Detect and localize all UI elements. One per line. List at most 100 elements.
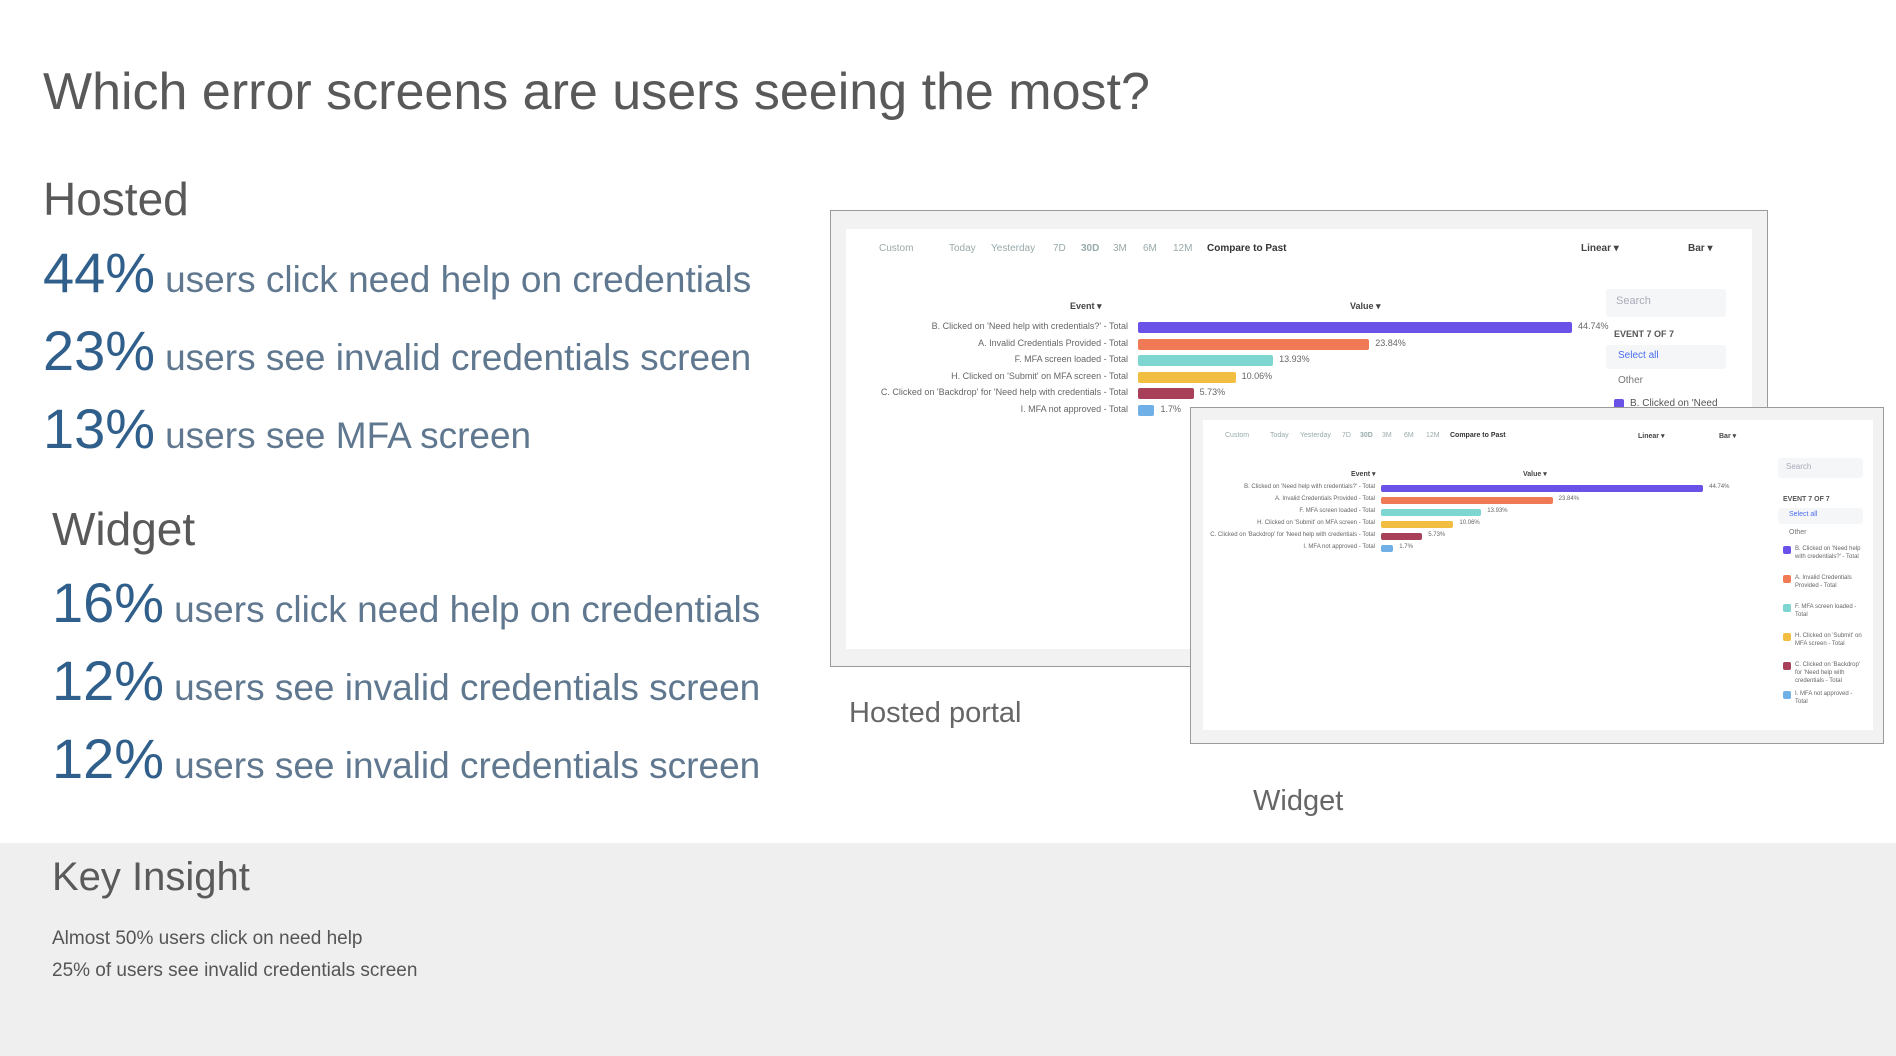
toolbar-item[interactable]: 7D xyxy=(1342,432,1351,439)
legend-label: B. Clicked on 'Need help with credential… xyxy=(1795,546,1861,560)
legend-swatch xyxy=(1783,662,1791,670)
bar-value-label: 5.73% xyxy=(1428,532,1446,538)
toolbar-item[interactable]: 6M xyxy=(1143,243,1157,254)
toolbar-right-item[interactable]: Bar ▾ xyxy=(1719,433,1737,440)
legend-swatch xyxy=(1783,575,1791,583)
hosted-search-input: Search xyxy=(1616,295,1651,307)
stat-text: users see invalid credentials screen xyxy=(174,667,761,708)
col-header-value: Value ▾ xyxy=(1350,301,1381,311)
hosted-stat-3: 13% users see MFA screen xyxy=(43,396,531,461)
stat-percent: 16% xyxy=(52,571,165,634)
widget-chart-panel: Search EVENT 7 OF 7 Select all Other Cus… xyxy=(1203,420,1873,730)
stat-text: users click need help on credentials xyxy=(165,259,752,300)
bar-value-label: 23.84% xyxy=(1375,337,1406,348)
legend-label: I. MFA not approved - Total xyxy=(1795,691,1853,705)
bar xyxy=(1138,388,1194,399)
widget-screenshot: Search EVENT 7 OF 7 Select all Other Cus… xyxy=(1190,407,1884,744)
row-label: A. Invalid Credentials Provided - Total xyxy=(978,337,1128,348)
legend-label: F. MFA screen loaded - Total xyxy=(1795,604,1857,618)
widget-select-all: Select all xyxy=(1789,511,1818,518)
bar xyxy=(1138,322,1572,333)
widget-event-count: EVENT 7 OF 7 xyxy=(1783,496,1830,503)
widget-stat-3: 12% users see invalid credentials screen xyxy=(52,726,760,791)
toolbar-item[interactable]: 3M xyxy=(1113,243,1127,254)
toolbar-item[interactable]: 3M xyxy=(1382,432,1392,439)
row-label: C. Clicked on 'Backdrop' for 'Need help … xyxy=(1210,532,1375,538)
toolbar-right-item[interactable]: Linear ▾ xyxy=(1638,433,1665,440)
bar-value-label: 13.93% xyxy=(1279,354,1310,364)
toolbar-item[interactable]: Today xyxy=(1270,432,1289,439)
stat-percent: 23% xyxy=(43,319,156,382)
stat-text: users see invalid credentials screen xyxy=(174,745,761,786)
widget-search-input: Search xyxy=(1786,462,1812,471)
toolbar-item[interactable]: Compare to Past xyxy=(1450,432,1506,439)
hosted-other: Other xyxy=(1618,375,1644,386)
legend-label: C. Clicked on 'Backdrop' for 'Need help … xyxy=(1795,662,1860,684)
toolbar-item[interactable]: Custom xyxy=(879,243,914,254)
hosted-select-all-row xyxy=(1606,345,1726,369)
bar-value-label: 13.93% xyxy=(1487,508,1508,514)
col-header-event: Event ▾ xyxy=(1351,471,1376,478)
row-label: H. Clicked on 'Submit' on MFA screen - T… xyxy=(951,370,1128,381)
hosted-stat-1: 44% users click need help on credentials xyxy=(43,240,751,305)
insight-line-1: Almost 50% users click on need help xyxy=(52,928,363,949)
bar xyxy=(1381,497,1553,504)
bar-value-label: 5.73% xyxy=(1199,387,1226,397)
bar-value-label: 44.74% xyxy=(1709,484,1730,490)
legend-swatch xyxy=(1783,633,1791,641)
hosted-stat-2: 23% users see invalid credentials screen xyxy=(43,318,751,383)
bar-value-label: 44.74% xyxy=(1577,321,1609,331)
bar xyxy=(1138,371,1236,383)
toolbar-item[interactable]: Custom xyxy=(1225,432,1250,439)
toolbar-right-item[interactable]: Bar ▾ xyxy=(1688,243,1713,254)
legend-swatch xyxy=(1783,691,1791,699)
row-label: C. Clicked on 'Backdrop' for 'Need help … xyxy=(880,387,1128,397)
toolbar-item[interactable]: 30D xyxy=(1360,432,1373,439)
hosted-legend-label: B. Clicked on 'Need xyxy=(1630,398,1718,409)
widget-search-box xyxy=(1778,458,1863,478)
toolbar-item[interactable]: 12M xyxy=(1173,243,1193,254)
toolbar-item[interactable]: 30D xyxy=(1081,243,1100,254)
row-label: I. MFA not approved - Total xyxy=(1020,403,1128,414)
hosted-search-box xyxy=(1606,289,1726,317)
insight-line-2: 25% of users see invalid credentials scr… xyxy=(52,960,418,981)
bar xyxy=(1381,485,1704,492)
bar xyxy=(1381,545,1394,552)
bar xyxy=(1138,355,1274,366)
row-label: F. MFA screen loaded - Total xyxy=(1299,508,1375,514)
widget-caption: Widget xyxy=(1253,785,1344,817)
bar xyxy=(1381,509,1482,516)
toolbar-item[interactable]: Today xyxy=(949,243,976,254)
hosted-heading: Hosted xyxy=(43,173,189,225)
bar xyxy=(1138,338,1370,350)
widget-other: Other xyxy=(1789,529,1807,536)
stat-percent: 13% xyxy=(43,397,156,460)
bar xyxy=(1381,533,1423,540)
toolbar-item[interactable]: 12M xyxy=(1426,432,1440,439)
hosted-legend-swatch xyxy=(1614,399,1624,409)
toolbar-item[interactable]: Compare to Past xyxy=(1207,243,1287,254)
widget-stat-1: 16% users click need help on credentials xyxy=(52,570,760,635)
stat-text: users see MFA screen xyxy=(165,415,532,456)
row-label: B. Clicked on 'Need help with credential… xyxy=(931,321,1128,331)
row-label: F. MFA screen loaded - Total xyxy=(1014,354,1128,364)
col-header-value: Value ▾ xyxy=(1523,471,1547,478)
key-insight-panel xyxy=(0,843,1896,1056)
toolbar-item[interactable]: 6M xyxy=(1404,432,1414,439)
toolbar-item[interactable]: Yesterday xyxy=(1300,432,1331,439)
legend-label: A. Invalid Credentials Provided - Total xyxy=(1795,575,1852,589)
row-label: I. MFA not approved - Total xyxy=(1303,544,1375,550)
toolbar-right-item[interactable]: Linear ▾ xyxy=(1581,243,1619,254)
stat-percent: 12% xyxy=(52,727,165,790)
legend-swatch xyxy=(1783,604,1791,612)
hosted-event-count: EVENT 7 OF 7 xyxy=(1614,329,1675,339)
stat-text: users see invalid credentials screen xyxy=(165,337,752,378)
stat-text: users click need help on credentials xyxy=(174,589,761,630)
toolbar-item[interactable]: 7D xyxy=(1053,243,1066,254)
col-header-event: Event ▾ xyxy=(1070,301,1102,311)
row-label: B. Clicked on 'Need help with credential… xyxy=(1244,484,1375,490)
legend-label: H. Clicked on 'Submit' on MFA screen - T… xyxy=(1795,633,1862,647)
widget-heading: Widget xyxy=(52,503,196,555)
bar xyxy=(1138,404,1155,416)
toolbar-item[interactable]: Yesterday xyxy=(991,243,1036,254)
